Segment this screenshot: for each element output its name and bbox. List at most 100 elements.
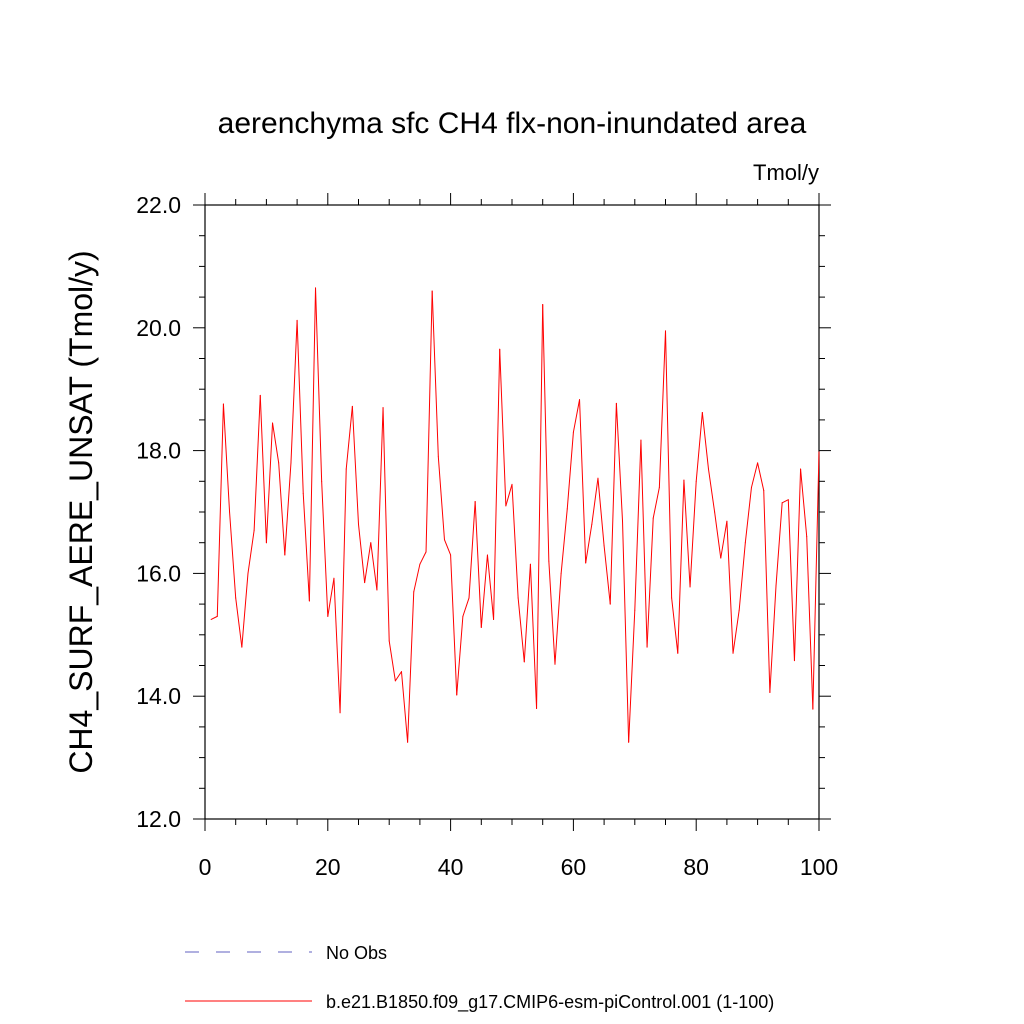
axis-ticks	[193, 193, 831, 831]
units-label: Tmol/y	[753, 160, 819, 185]
series-segment	[284, 462, 292, 556]
series-segment	[351, 405, 359, 525]
series-segment	[499, 348, 507, 507]
series-segment	[229, 511, 237, 599]
series-segment	[628, 609, 636, 743]
series-segment	[744, 486, 752, 544]
series-segment	[308, 287, 317, 602]
series-segment	[585, 523, 593, 564]
series-segment	[781, 499, 789, 504]
series-segment	[609, 402, 617, 605]
series-segment	[222, 403, 231, 513]
series-segment	[548, 560, 556, 665]
series-segment	[456, 615, 464, 696]
series-segment	[658, 330, 666, 488]
series-segment	[640, 439, 648, 648]
series-segment	[726, 520, 734, 654]
series-line	[210, 287, 820, 743]
series-segment	[757, 462, 765, 492]
series-segment	[701, 412, 709, 470]
series-segment	[272, 422, 280, 464]
series-segment	[400, 671, 409, 743]
series-segment	[665, 330, 673, 599]
series-segment	[812, 451, 820, 710]
series-segment	[720, 520, 728, 559]
y-tick-label: 14.0	[136, 683, 181, 709]
series-segment	[315, 287, 323, 482]
series-segment	[443, 539, 452, 556]
series-segment	[542, 303, 550, 562]
series-segment	[407, 591, 415, 743]
series-segment	[431, 290, 439, 458]
series-segment	[394, 671, 402, 682]
series-segment	[278, 462, 286, 556]
y-tick-label: 22.0	[136, 192, 181, 218]
series-segment	[800, 468, 808, 538]
series-segment	[462, 597, 470, 617]
series-segment	[763, 490, 771, 694]
series-segment	[247, 529, 255, 574]
series-segment	[554, 572, 562, 665]
series-segment	[370, 542, 378, 591]
series-segment	[738, 542, 746, 611]
series-segment	[290, 319, 298, 464]
series-segment	[216, 403, 224, 617]
series-segment	[529, 563, 538, 709]
series-segment	[560, 508, 568, 574]
series-segment	[327, 577, 335, 617]
series-segment	[591, 477, 599, 525]
series-segment	[683, 479, 691, 588]
series-segment	[652, 486, 660, 519]
series-segment	[750, 462, 759, 488]
series-segment	[296, 319, 304, 495]
series-segment	[321, 480, 329, 617]
series-segment	[615, 402, 624, 522]
series-segment	[671, 597, 679, 654]
x-tick-label: 80	[683, 854, 709, 880]
series-segment	[345, 405, 353, 470]
series-segment	[517, 597, 525, 663]
series-segment	[241, 572, 249, 648]
y-tick-label: 18.0	[136, 438, 181, 464]
series-segment	[339, 468, 347, 714]
series-segment	[425, 290, 433, 553]
series-segment	[579, 399, 587, 564]
series-segment	[419, 551, 427, 565]
y-tick-label: 20.0	[136, 315, 181, 341]
series-segment	[480, 554, 488, 628]
series-segment	[450, 554, 458, 696]
plot-area-frame	[204, 204, 820, 820]
series-segment	[376, 407, 384, 591]
series-segment	[536, 303, 544, 709]
series-segment	[468, 501, 476, 599]
series-segment	[358, 523, 366, 584]
series-segment	[566, 431, 574, 510]
x-tick-label: 20	[315, 854, 341, 880]
legend-label-model: b.e21.B1850.f09_g17.CMIP6-esm-piControl.…	[326, 992, 774, 1013]
series-segment	[622, 520, 630, 743]
series-segment	[806, 536, 814, 710]
series-segment	[302, 493, 310, 602]
x-tick-label: 0	[199, 854, 212, 880]
series-segment	[210, 615, 218, 620]
series-segment	[714, 511, 722, 559]
series-segment	[707, 468, 716, 513]
series-segment	[695, 412, 703, 482]
series-segment	[793, 468, 802, 662]
series-layer	[210, 287, 820, 743]
series-segment	[437, 456, 445, 541]
series-segment	[677, 479, 685, 654]
series-segment	[493, 348, 501, 620]
series-segment	[413, 563, 421, 593]
axis-tick-labels: 0 20 40 60 80 100 12.0 14.0 16.0 18.0 20.0 22.0	[136, 192, 838, 880]
series-segment	[505, 483, 513, 507]
series-segment	[787, 499, 795, 662]
series-segment	[603, 545, 611, 605]
series-segment	[235, 597, 243, 648]
series-segment	[523, 563, 531, 663]
legend: No Obs b.e21.B1850.f09_g17.CMIP6-esm-piC…	[185, 943, 774, 1013]
series-segment	[486, 554, 495, 620]
series-segment	[333, 577, 341, 714]
x-tick-label: 100	[800, 854, 838, 880]
